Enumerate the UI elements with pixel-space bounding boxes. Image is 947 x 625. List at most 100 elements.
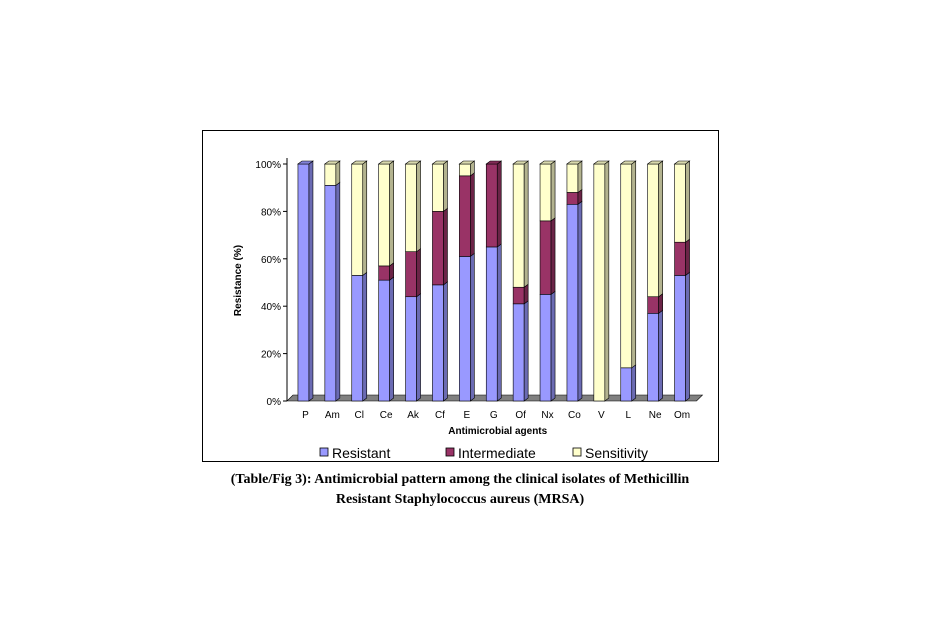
bar-segment-intermediate-co (566, 188, 583, 205)
bar-top (512, 160, 530, 165)
y-tick-label: 100% (255, 160, 281, 171)
bar-side (362, 271, 368, 402)
bar-side (389, 276, 394, 402)
bar-top (377, 160, 395, 165)
bar-segment-sensitivity-l (619, 160, 637, 369)
legend-label: Resistant (332, 445, 390, 461)
chart-frame: 0% 20% 40% 60% 80% 100% Resistance (%) P Am Cl Ce A… (202, 130, 719, 462)
y-tick-label: 20% (261, 350, 281, 361)
bar-front (378, 163, 390, 267)
bar-side (443, 160, 448, 213)
x-tick-label-co: Co (568, 410, 581, 421)
bar-front (647, 163, 659, 298)
bar-front (405, 296, 417, 402)
bar-front (539, 294, 552, 402)
bar-side (496, 243, 502, 402)
bar-front (324, 185, 337, 402)
bar-side (631, 364, 637, 402)
bar-front (566, 163, 579, 193)
bar-front (620, 163, 633, 369)
bar-front (485, 163, 498, 248)
bar-front (485, 246, 498, 402)
bar-front (432, 284, 444, 402)
x-tick-label-am: Am (325, 410, 340, 421)
bar-front (674, 241, 686, 276)
bar-front (674, 275, 686, 402)
bar-segment-resistant-cf (432, 281, 448, 402)
figure-caption: (Table/Fig 3): Antimicrobial pattern amo… (150, 470, 770, 510)
bar-segment-sensitivity-om (673, 160, 691, 243)
bar-front (432, 163, 444, 212)
bar-front (432, 211, 444, 286)
bar-segment-intermediate-e (459, 172, 475, 258)
legend-swatch (445, 447, 455, 457)
legend-item-intermediate: Intermediate (445, 445, 536, 461)
legend-label: Intermediate (458, 445, 536, 461)
bar-segment-sensitivity-ne (646, 160, 664, 298)
x-tick-label-om: Om (674, 410, 690, 421)
x-tick-label-ce: Ce (380, 410, 393, 421)
bar-side (550, 290, 556, 402)
bar-segment-resistant-cl (351, 271, 368, 402)
bar-side (658, 309, 663, 402)
bar-front (647, 296, 659, 314)
x-tick-label-v: V (598, 410, 605, 421)
bar-segment-resistant-ak (405, 293, 421, 402)
bar-segment-resistant-ne (647, 309, 663, 402)
caption-line-1: (Table/Fig 3): Antimicrobial pattern amo… (230, 472, 690, 487)
bar-side (416, 248, 421, 298)
bar-segment-resistant-am (324, 181, 341, 402)
x-tick-label-g: G (490, 410, 498, 421)
bar-top (431, 160, 449, 165)
x-tick-label-e: E (464, 410, 471, 421)
bar-front (297, 163, 310, 402)
bar-side (362, 160, 368, 276)
bar-segment-resistant-e (459, 252, 475, 402)
bar-side (470, 172, 475, 258)
bar-side (496, 160, 502, 248)
x-tick-label-l: L (625, 410, 631, 421)
bar-top (566, 160, 583, 165)
bar-segment-resistant-ce (378, 276, 394, 402)
bar-side (658, 293, 663, 314)
bar-side (335, 160, 341, 186)
bar-segment-sensitivity-cl (350, 160, 368, 276)
bar-side (523, 283, 529, 305)
bar-segment-sensitivity-co (566, 160, 583, 194)
bar-front (512, 286, 525, 305)
bar-segment-intermediate-g (485, 160, 503, 248)
bar-front (405, 163, 417, 252)
bar-side (550, 160, 556, 222)
stacked-bar-chart: 0% 20% 40% 60% 80% 100% Resistance (%) P Am Cl Ce A… (233, 158, 704, 461)
bar-front (539, 220, 552, 295)
bar-front (351, 163, 364, 276)
bar-top (404, 160, 422, 165)
bar-front (647, 313, 659, 402)
bar-front (324, 163, 337, 186)
bar-top (619, 160, 637, 165)
y-tick-label: 60% (261, 255, 281, 266)
bar-top (592, 160, 610, 165)
bar-segment-sensitivity-cf (431, 160, 449, 213)
bar-front (378, 265, 390, 281)
bar-side (550, 217, 556, 295)
bar-side (416, 160, 421, 253)
bar-front (351, 275, 364, 402)
bar-top (297, 160, 314, 165)
bar-front (620, 367, 633, 402)
x-tick-label-ne: Ne (649, 410, 662, 421)
bar-segment-resistant-l (620, 364, 637, 402)
y-axis-label: Resistance (%) (233, 245, 244, 316)
bar-segment-sensitivity-ak (404, 160, 422, 253)
bar-side (685, 271, 690, 402)
legend-swatch (572, 447, 582, 457)
bar-top (350, 160, 368, 165)
bar-segment-sensitivity-of (512, 160, 530, 288)
legend-swatch (319, 447, 329, 457)
bar-front (512, 163, 525, 288)
bar-top (539, 160, 556, 165)
y-tick-label: 0% (267, 397, 282, 408)
caption-line-2: Resistant Staphylococcus aureus (MRSA) (335, 492, 585, 507)
y-tick-label: 40% (261, 302, 281, 313)
bar-side (685, 238, 690, 276)
